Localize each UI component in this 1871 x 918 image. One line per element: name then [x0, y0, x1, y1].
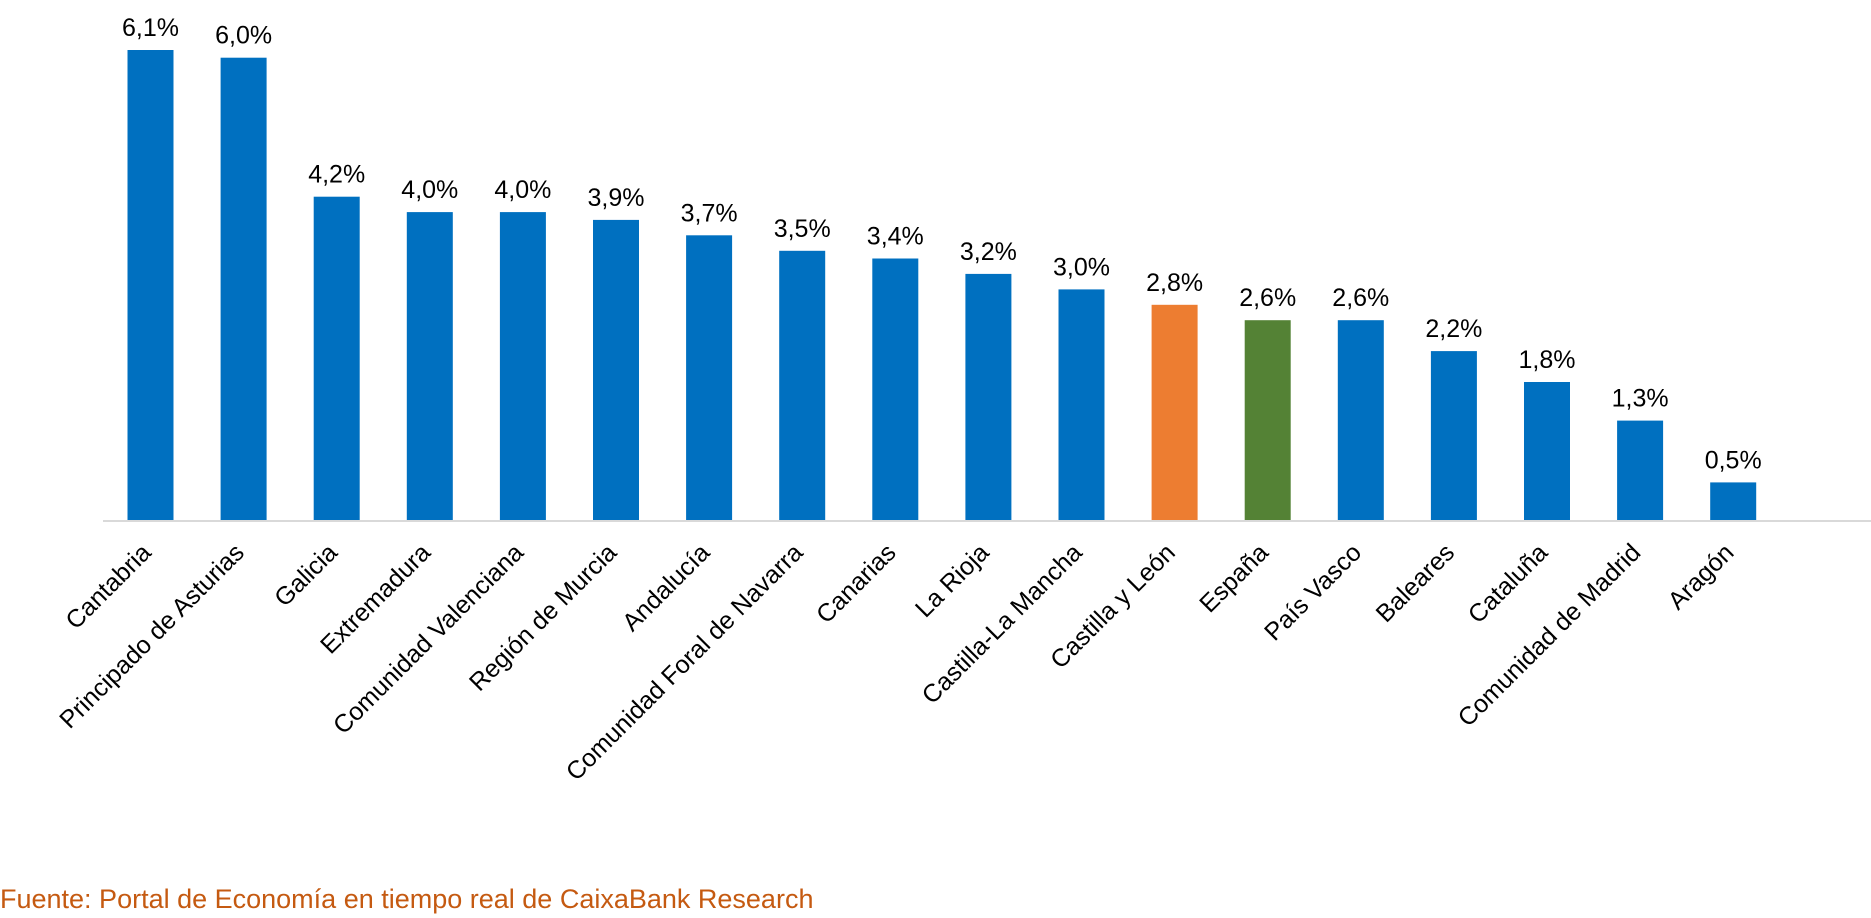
x-tick-label: País Vasco	[1259, 538, 1367, 646]
data-label: 2,6%	[1239, 284, 1296, 312]
data-label: 3,4%	[867, 223, 924, 251]
data-label: 2,2%	[1425, 315, 1482, 343]
x-tick-label: Andalucía	[617, 538, 715, 636]
x-tick-label: Comunidad Valenciana	[328, 538, 529, 739]
x-tick-label: Aragón	[1663, 538, 1740, 615]
bar	[1710, 482, 1757, 521]
x-tick-label: Baleares	[1371, 538, 1461, 628]
x-tick-label: La Rioja	[910, 538, 995, 623]
x-tick-label: Castilla-La Mancha	[917, 538, 1088, 709]
bar	[1524, 382, 1570, 521]
data-label: 2,6%	[1332, 284, 1389, 312]
source-note: Fuente: Portal de Economía en tiempo rea…	[0, 884, 814, 914]
bar	[1058, 289, 1105, 521]
bar	[127, 50, 174, 521]
x-tick-label: Cantabria	[60, 538, 157, 635]
data-label: 4,2%	[308, 161, 365, 189]
bar	[220, 57, 267, 521]
x-tick-label: Galicia	[269, 538, 343, 612]
bar	[779, 250, 826, 522]
data-label: 3,9%	[588, 184, 645, 212]
data-label: 3,5%	[774, 215, 831, 243]
data-label: 3,0%	[1053, 253, 1110, 281]
data-label: 1,8%	[1519, 346, 1576, 374]
x-tick-label: Comunidad de Madrid	[1453, 538, 1647, 732]
x-tick-label: Canarias	[811, 538, 902, 629]
data-label: 1,3%	[1612, 385, 1669, 413]
bar	[1337, 320, 1384, 521]
bars-group	[127, 50, 1757, 522]
x-tick-label: España	[1194, 538, 1274, 618]
data-label: 3,2%	[960, 238, 1017, 266]
bar	[1617, 420, 1664, 521]
bar	[686, 235, 733, 522]
bar	[1244, 320, 1291, 521]
x-tick-label: Principado de Asturias	[54, 538, 250, 734]
data-label: 3,7%	[681, 199, 738, 227]
bar	[499, 212, 546, 521]
bar	[1430, 351, 1477, 521]
data-label: 0,5%	[1705, 446, 1762, 474]
data-label: 6,1%	[122, 14, 179, 42]
data-label: 4,0%	[401, 176, 458, 204]
bar	[872, 258, 919, 521]
bar	[313, 196, 360, 521]
data-label: 6,0%	[215, 22, 272, 50]
data-labels-group: 6,1% 6,0% 4,2% 4,0% 4,0% 3,9% 3,7% 3,5% 3,4% 3,2%…	[122, 14, 1762, 474]
bar	[406, 212, 453, 521]
bar	[1151, 304, 1198, 521]
bar	[965, 273, 1012, 521]
data-label: 4,0%	[494, 176, 551, 204]
bar	[593, 219, 639, 521]
data-label: 2,8%	[1146, 269, 1203, 297]
x-tick-label: Cataluña	[1463, 538, 1554, 629]
